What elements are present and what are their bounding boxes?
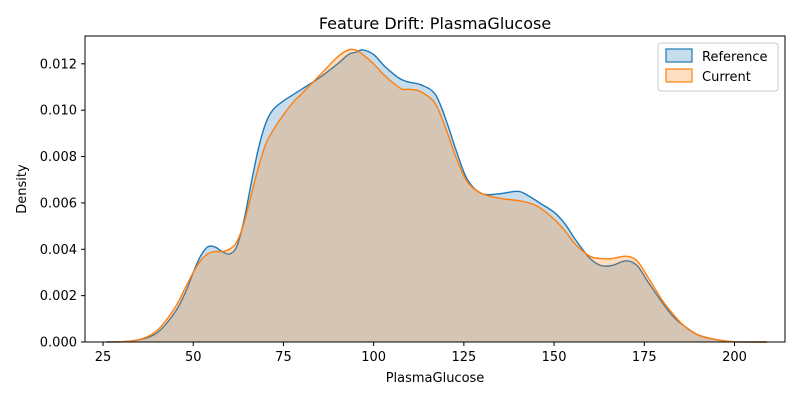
y-tick-label: 0.010 <box>40 104 77 119</box>
y-tick-label: 0.004 <box>40 243 77 258</box>
density-area-reference <box>106 49 767 342</box>
plot-frame <box>84 35 786 343</box>
x-axis: 25 50 75 100 125 150 175 200 <box>95 342 747 365</box>
chart-title: Feature Drift: PlasmaGlucose <box>319 14 551 33</box>
y-tick-label: 0.002 <box>40 289 77 304</box>
density-line-reference <box>106 49 767 343</box>
legend-label-current: Current <box>702 70 751 85</box>
series-layer <box>106 48 767 343</box>
x-tick-label: 25 <box>95 350 112 365</box>
x-axis-label: PlasmaGlucose <box>386 371 485 386</box>
legend-swatch-current <box>665 68 693 83</box>
y-axis: 0.000 0.002 0.004 0.006 0.008 0.010 0.012 <box>40 57 85 351</box>
legend: Reference Current <box>657 42 779 92</box>
x-tick-label: 50 <box>185 350 202 365</box>
x-tick-label: 150 <box>542 350 567 365</box>
y-tick-label: 0.012 <box>40 57 77 72</box>
y-tick-label: 0.000 <box>40 336 77 351</box>
legend-label-reference: Reference <box>702 50 767 65</box>
x-tick-label: 125 <box>451 350 476 365</box>
x-tick-label: 175 <box>632 350 657 365</box>
x-tick-label: 200 <box>722 350 747 365</box>
legend-box <box>657 42 779 92</box>
x-tick-label: 75 <box>275 350 292 365</box>
x-tick-label: 100 <box>361 350 386 365</box>
y-tick-label: 0.008 <box>40 150 77 165</box>
density-line-current <box>106 48 767 343</box>
y-tick-label: 0.006 <box>40 196 77 211</box>
legend-swatch-reference <box>665 48 693 63</box>
y-axis-label: Density <box>15 164 30 214</box>
density-area-current <box>106 49 767 342</box>
